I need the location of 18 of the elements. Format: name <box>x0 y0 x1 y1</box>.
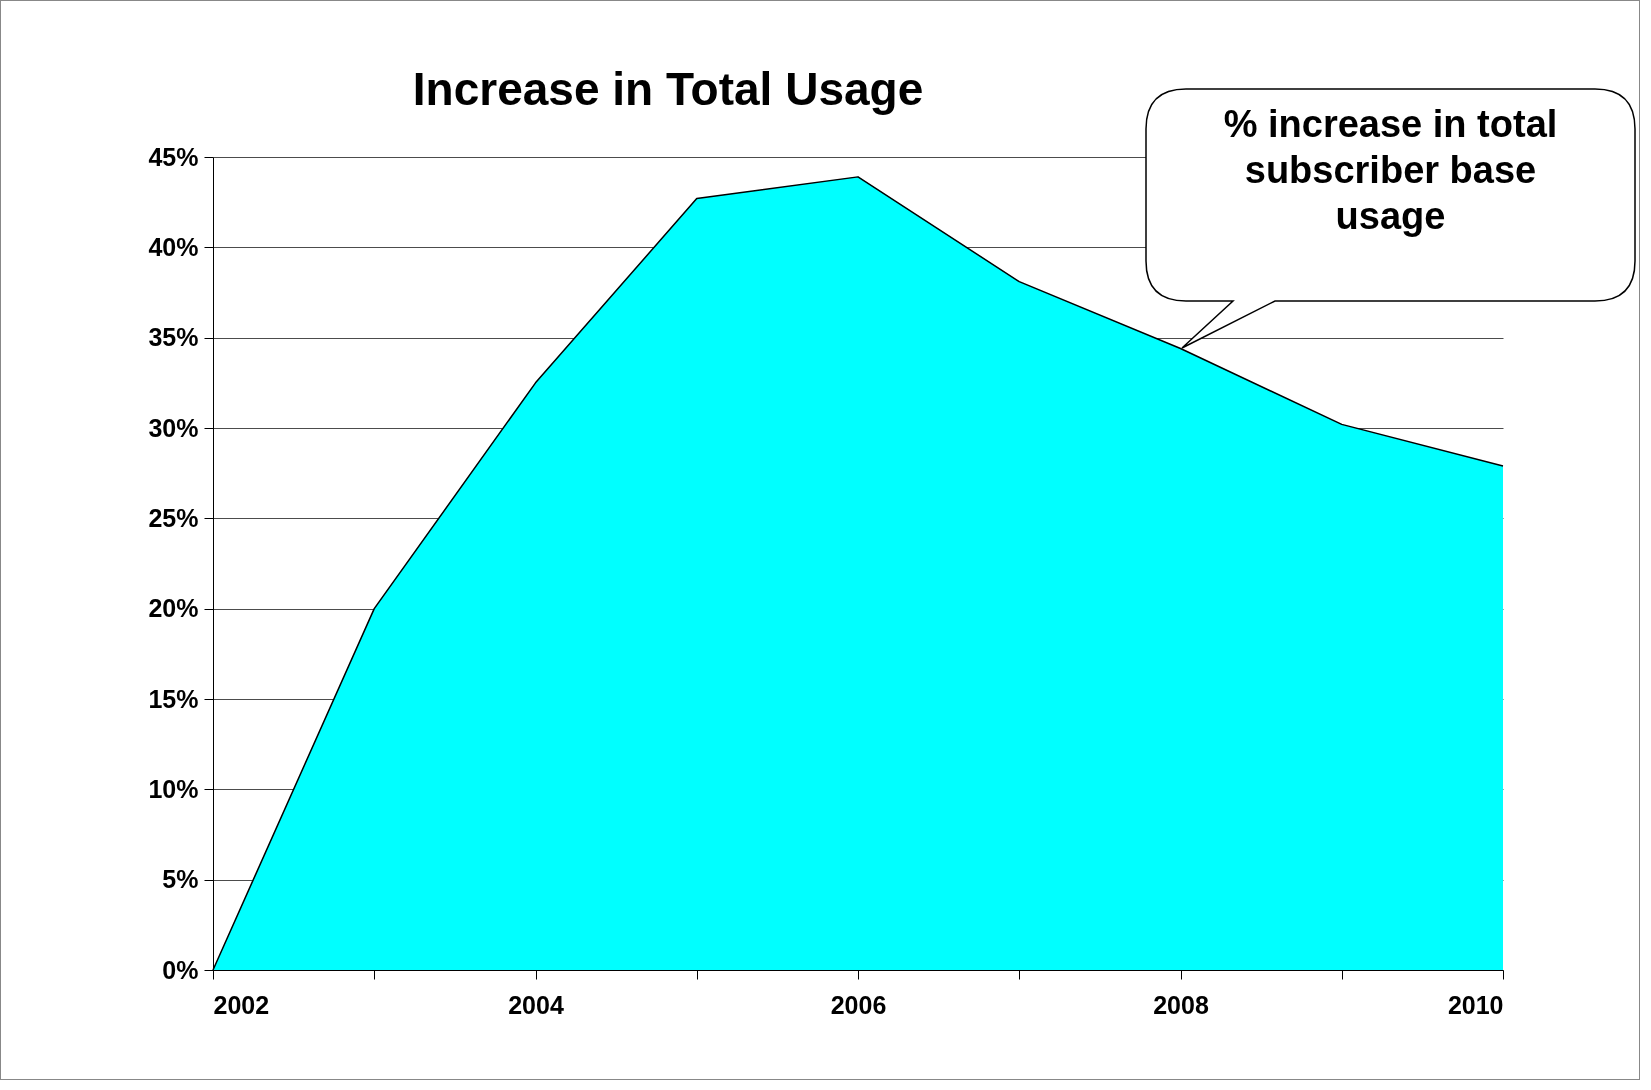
y-tick-label: 15% <box>148 684 199 713</box>
x-tick-label: 2002 <box>213 990 270 1019</box>
y-tick-label: 35% <box>148 323 199 352</box>
y-tick-label: 0% <box>162 955 199 984</box>
y-tick-label: 20% <box>148 594 199 623</box>
annotation: % increase in total subscriber base usage <box>1223 103 1558 237</box>
y-tick-label: 5% <box>162 865 199 894</box>
x-tick-label: 2004 <box>508 990 564 1019</box>
x-tick-label: 2008 <box>1153 990 1209 1019</box>
x-tick-label: 2010 <box>1447 990 1504 1019</box>
x-tick-label: 2006 <box>830 990 887 1019</box>
speech-bubble: % increase in total subscriber base usage <box>1145 88 1636 349</box>
chart-title: Increase in Total Usage <box>412 63 924 115</box>
y-tick-label: 25% <box>148 503 199 532</box>
y-tick-label: 30% <box>148 413 199 442</box>
y-tick-label: 45% <box>148 142 199 171</box>
y-tick-label: 10% <box>148 774 199 803</box>
y-tick-label: 40% <box>148 232 199 261</box>
